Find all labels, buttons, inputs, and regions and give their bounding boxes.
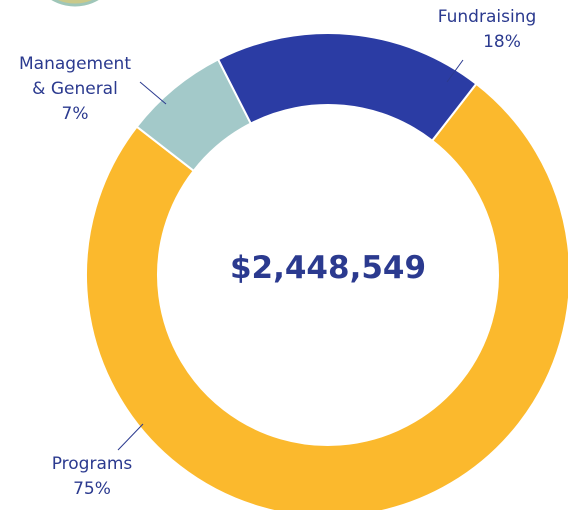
value-label: 75% [73,479,111,499]
logo-fragment [51,0,99,7]
category-label: Fundraising [437,7,537,27]
center-total: $2,448,549 [229,250,427,286]
category-label: Management & General [19,54,131,99]
wedge [85,82,568,510]
leader-line [139,81,167,105]
wedges [85,32,568,510]
slice-label: Fundraising 18% [417,5,557,55]
slice-label: Management & General 7% [5,52,145,127]
value-label: 18% [483,32,521,52]
category-label: Programs [51,454,133,474]
leader-line [117,423,144,451]
value-label: 7% [61,104,89,124]
wedge [216,32,478,143]
slice-label: Programs 75% [32,452,152,502]
leader-line [446,59,464,83]
